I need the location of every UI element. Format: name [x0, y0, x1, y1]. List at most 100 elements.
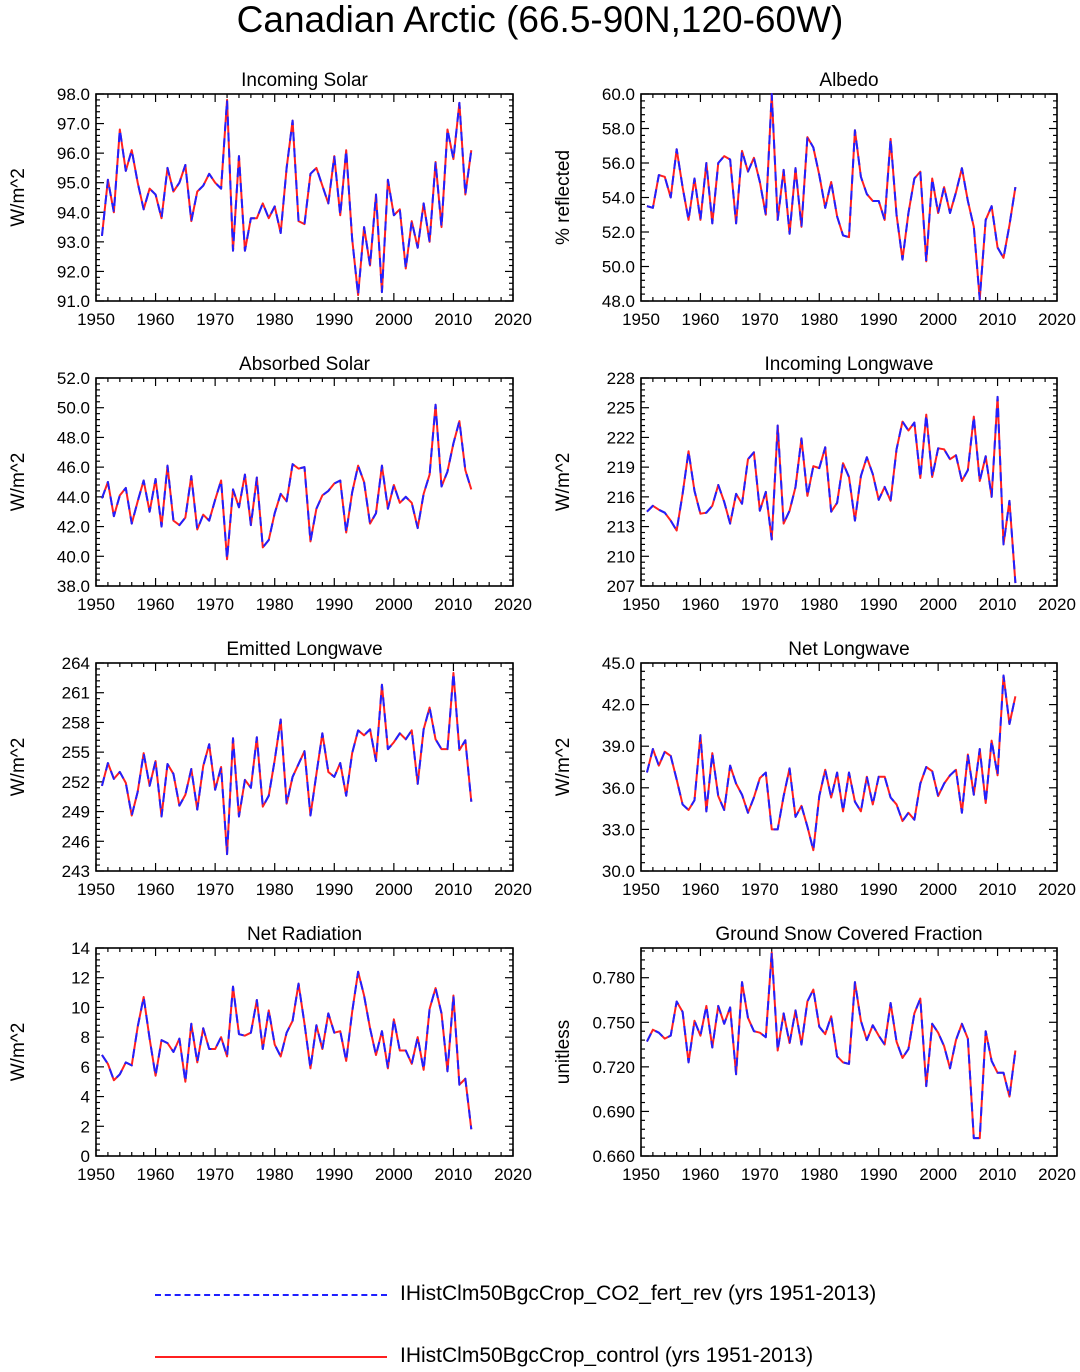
y-tick-label: 40.0 — [57, 547, 90, 566]
x-tick-label: 1950 — [77, 880, 115, 899]
x-tick-label: 2010 — [979, 880, 1017, 899]
series-line-co2-fert — [100, 671, 473, 856]
x-tick-label: 2000 — [919, 880, 957, 899]
y-tick-label: 243 — [62, 862, 90, 881]
chart-panel: Net Longwave W/m^2 1950 1960 1970 1980 1990 200… — [553, 639, 1076, 899]
y-tick-label: 264 — [62, 654, 90, 673]
x-tick-label: 2000 — [919, 1165, 957, 1184]
x-tick-label: 1960 — [682, 1165, 720, 1184]
page-title: Canadian Arctic (66.5-90N,120-60W) — [236, 0, 844, 40]
y-tick-label: 50.0 — [602, 258, 635, 277]
series-line-control — [100, 671, 473, 856]
y-tick-label: 0.720 — [592, 1058, 635, 1077]
y-tick-label: 39.0 — [602, 737, 635, 756]
series-line-co2-fert — [101, 403, 473, 561]
y-tick-label: 30.0 — [602, 862, 635, 881]
x-tick-label: 1980 — [256, 1165, 294, 1184]
x-tick-label: 1990 — [315, 595, 353, 614]
x-tick-label: 1980 — [800, 880, 838, 899]
chart-title: Ground Snow Covered Fraction — [715, 924, 982, 945]
series-line-co2-fert — [646, 395, 1017, 584]
x-tick-label: 2020 — [494, 595, 532, 614]
x-tick-label: 1950 — [622, 880, 660, 899]
y-tick-label: 258 — [62, 713, 90, 732]
y-tick-label: 60.0 — [602, 85, 635, 104]
y-tick-label: 96.0 — [57, 144, 90, 163]
x-tick-label: 1950 — [622, 595, 660, 614]
chart-title: Net Longwave — [788, 639, 909, 660]
y-tick-label: 4 — [81, 1088, 90, 1107]
y-tick-label: 249 — [62, 803, 90, 822]
x-tick-label: 1980 — [256, 595, 294, 614]
series-line-control — [646, 395, 1017, 584]
x-tick-label: 2010 — [979, 310, 1017, 329]
x-tick-label: 1970 — [196, 595, 234, 614]
plot-frame — [95, 947, 514, 1157]
x-tick-label: 1950 — [77, 1165, 115, 1184]
series-line-control — [101, 970, 473, 1130]
plot-frame — [640, 377, 1058, 587]
x-tick-label: 2020 — [1038, 1165, 1076, 1184]
y-tick-label: 33.0 — [602, 820, 635, 839]
x-tick-label: 2010 — [435, 880, 473, 899]
y-tick-label: 0.690 — [592, 1102, 635, 1121]
chart-title: Net Radiation — [247, 924, 362, 945]
legend-entry-control: IHistClm50BgcCrop_control (yrs 1951-2013… — [155, 1342, 1055, 1372]
y-axis-label: W/m^2 — [8, 738, 29, 797]
chart-title: Albedo — [819, 70, 878, 91]
y-tick-label: 0.660 — [592, 1147, 635, 1166]
chart-title: Absorbed Solar — [239, 354, 371, 375]
series-line-co2-fert — [646, 951, 1017, 1140]
x-tick-label: 1970 — [741, 310, 779, 329]
series-line-co2-fert — [101, 970, 473, 1130]
y-tick-label: 45.0 — [602, 654, 635, 673]
plot-frame — [640, 947, 1058, 1157]
x-tick-label: 1970 — [196, 880, 234, 899]
legend-label: IHistClm50BgcCrop_CO2_fert_rev (yrs 1951… — [400, 1282, 877, 1305]
x-tick-label: 1950 — [622, 310, 660, 329]
chart-title: Incoming Solar — [241, 70, 368, 91]
y-tick-label: 48.0 — [57, 428, 90, 447]
x-tick-label: 2020 — [494, 310, 532, 329]
y-tick-label: 246 — [62, 832, 90, 851]
series-line-co2-fert — [645, 674, 1017, 852]
x-tick-label: 2000 — [375, 1165, 413, 1184]
x-tick-label: 1970 — [741, 595, 779, 614]
y-tick-label: 50.0 — [57, 399, 90, 418]
x-tick-label: 2020 — [1038, 880, 1076, 899]
x-tick-label: 1970 — [196, 1165, 234, 1184]
chart-panel: Emitted Longwave W/m^2 1950 1960 1970 1980 199… — [8, 639, 532, 899]
x-tick-label: 1990 — [860, 595, 898, 614]
y-tick-label: 58.0 — [602, 120, 635, 139]
y-tick-label: 0 — [81, 1147, 90, 1166]
x-tick-label: 1970 — [741, 880, 779, 899]
y-tick-label: 36.0 — [602, 779, 635, 798]
y-tick-label: 261 — [62, 684, 90, 703]
x-tick-label: 1980 — [256, 310, 294, 329]
y-tick-label: 219 — [607, 458, 635, 477]
x-tick-label: 1950 — [77, 310, 115, 329]
x-tick-label: 1960 — [137, 310, 175, 329]
chart-panel: Albedo % reflected 1950 1960 1970 1980 1990 200… — [553, 70, 1076, 329]
y-tick-label: 2 — [81, 1117, 90, 1136]
plot-frame — [95, 93, 514, 302]
x-tick-label: 1980 — [256, 880, 294, 899]
y-tick-label: 46.0 — [57, 458, 90, 477]
legend-entry-co2-fert: IHistClm50BgcCrop_CO2_fert_rev (yrs 1951… — [155, 1280, 1055, 1310]
y-axis-label: W/m^2 — [8, 168, 29, 227]
x-tick-label: 1960 — [137, 595, 175, 614]
y-tick-label: 48.0 — [602, 292, 635, 311]
legend-label: IHistClm50BgcCrop_control (yrs 1951-2013… — [400, 1344, 814, 1367]
y-tick-label: 95.0 — [57, 174, 90, 193]
legend-swatch-dashed-blue — [155, 1294, 387, 1296]
y-tick-label: 0.750 — [592, 1013, 635, 1032]
y-axis-label: W/m^2 — [8, 453, 29, 512]
x-tick-label: 1970 — [196, 310, 234, 329]
x-tick-label: 2000 — [375, 880, 413, 899]
x-tick-label: 1950 — [77, 595, 115, 614]
series-line-co2-fert — [100, 98, 473, 297]
x-tick-label: 2010 — [435, 595, 473, 614]
y-tick-label: 228 — [607, 369, 635, 388]
chart-title: Emitted Longwave — [226, 639, 382, 660]
